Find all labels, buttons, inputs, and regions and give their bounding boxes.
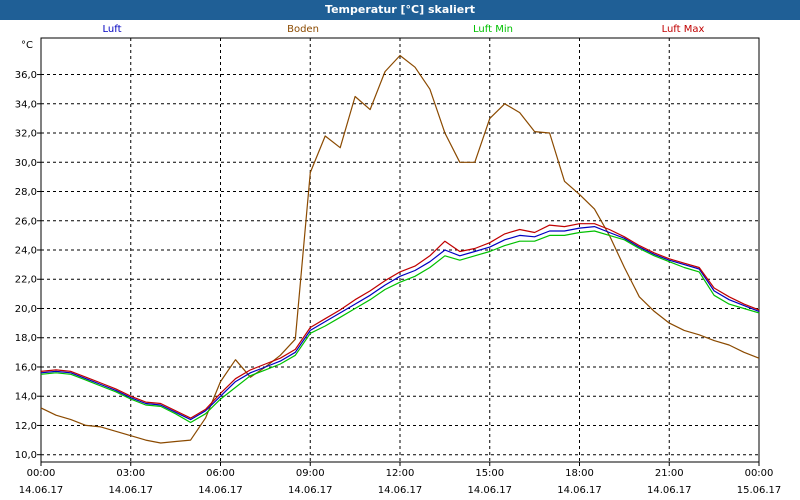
x-tick-time: 00:00 (27, 468, 56, 479)
y-tick-label: 12,0 (15, 421, 37, 432)
y-tick-label: 10,0 (15, 450, 37, 461)
y-tick-label: 22,0 (15, 275, 37, 286)
y-axis-unit: °C (21, 40, 33, 51)
x-tick-time: 18:00 (565, 468, 594, 479)
legend-luft: Luft (102, 24, 122, 35)
x-tick-date: 14.06.17 (378, 485, 423, 496)
x-tick-date: 14.06.17 (19, 485, 64, 496)
x-tick-time: 00:00 (745, 468, 774, 479)
x-tick-date: 14.06.17 (557, 485, 602, 496)
x-tick-date: 15.06.17 (737, 485, 782, 496)
y-tick-label: 28,0 (15, 187, 37, 198)
y-tick-label: 24,0 (15, 246, 37, 257)
x-tick-date: 14.06.17 (647, 485, 692, 496)
y-tick-label: 34,0 (15, 99, 37, 110)
x-tick-date: 14.06.17 (108, 485, 153, 496)
series-line-luft-max (40, 223, 760, 419)
y-tick-label: 16,0 (15, 362, 37, 373)
y-tick-label: 14,0 (15, 392, 37, 403)
series-line-luft (40, 226, 760, 421)
series-line-luft-min (40, 230, 760, 424)
y-tick-label: 30,0 (15, 158, 37, 169)
series-line-boden (40, 54, 760, 444)
x-tick-time: 12:00 (386, 468, 415, 479)
x-tick-time: 03:00 (116, 468, 145, 479)
x-tick-date: 14.06.17 (288, 485, 333, 496)
x-tick-date: 14.06.17 (467, 485, 512, 496)
legend-luft-min: Luft Min (473, 24, 513, 35)
y-tick-label: 20,0 (15, 304, 37, 315)
y-tick-label: 32,0 (15, 129, 37, 140)
y-tick-label: 26,0 (15, 216, 37, 227)
window-title: Temperatur [°C] skaliert (0, 0, 800, 20)
x-tick-time: 15:00 (475, 468, 504, 479)
y-tick-label: 18,0 (15, 333, 37, 344)
x-tick-time: 21:00 (655, 468, 684, 479)
x-tick-time: 06:00 (206, 468, 235, 479)
legend-luft-max: Luft Max (661, 24, 705, 35)
x-tick-time: 09:00 (296, 468, 325, 479)
legend-boden: Boden (287, 24, 319, 35)
x-tick-date: 14.06.17 (198, 485, 243, 496)
y-tick-label: 36,0 (15, 70, 37, 81)
